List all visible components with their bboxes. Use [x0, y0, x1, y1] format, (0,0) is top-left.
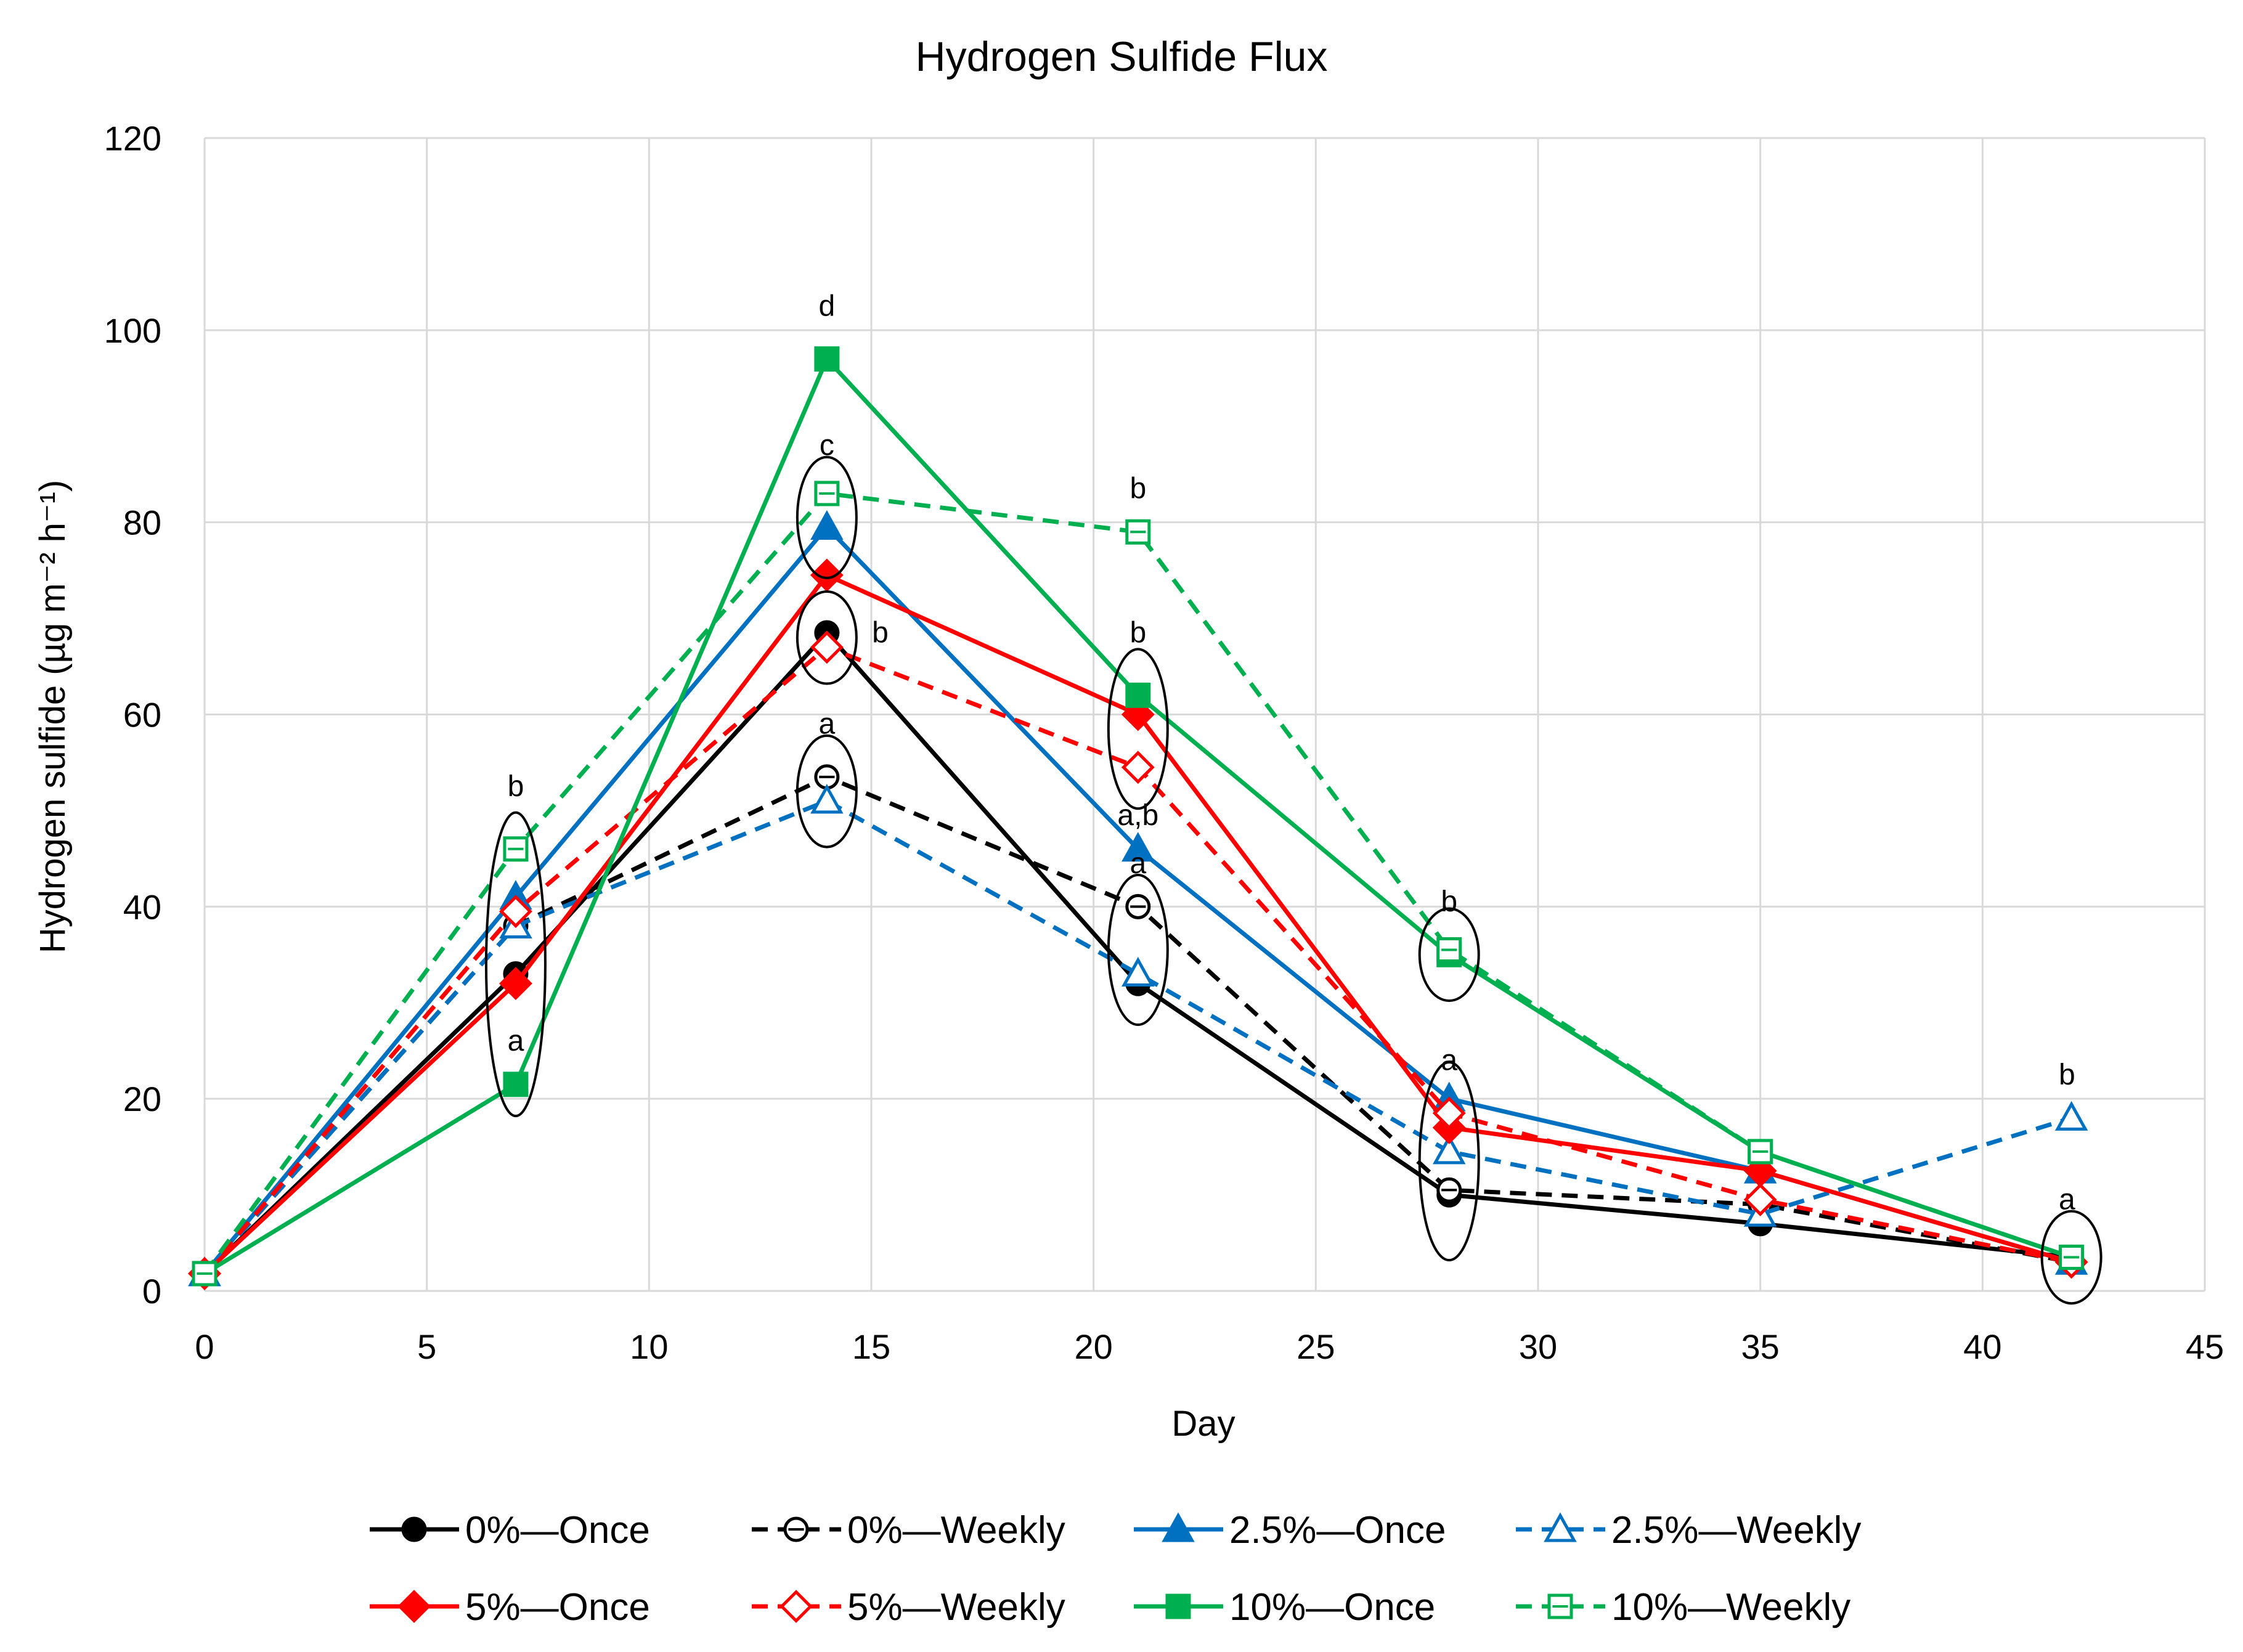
- data-point: [810, 630, 844, 664]
- x-tick-label: 5: [417, 1327, 436, 1366]
- group-ellipse: [484, 811, 547, 1118]
- legend-item: 0%—Weekly: [752, 1509, 1065, 1552]
- group-ellipse: [796, 455, 858, 580]
- y-tick-label: 120: [104, 119, 161, 158]
- significance-annotations: b a d c b a b b a,b a b a b a: [508, 290, 2075, 1216]
- data-point: [1122, 832, 1155, 862]
- significance-letter: a,b: [1117, 799, 1158, 832]
- grid: [203, 137, 2206, 1292]
- x-axis-ticks: 0 5 10 15 20 25 30 35 40 45: [195, 1327, 2224, 1366]
- legend-item: 0%—Once: [370, 1509, 650, 1552]
- legend-label: 5%—Weekly: [847, 1586, 1065, 1629]
- group-ellipse: [1418, 907, 1480, 1003]
- data-point: [810, 558, 844, 592]
- data-point: [1122, 956, 1155, 987]
- significance-letter: b: [508, 770, 524, 803]
- significance-letter: d: [819, 290, 836, 322]
- data-point: [1125, 682, 1151, 708]
- data-point: [499, 895, 532, 929]
- significance-letter: b: [1441, 885, 1457, 918]
- legend-label: 0%—Once: [465, 1509, 650, 1552]
- data-point: [814, 346, 840, 372]
- y-axis-ticks: 0 20 40 60 80 100 120: [104, 119, 161, 1311]
- significance-letter: b: [1130, 617, 1146, 649]
- x-tick-label: 25: [1297, 1327, 1335, 1366]
- group-ellipse: [796, 734, 858, 848]
- legend-label: 10%—Once: [1229, 1586, 1435, 1629]
- data-point: [499, 967, 532, 1001]
- legend-label: 10%—Weekly: [1611, 1586, 1850, 1629]
- group-ellipse: [796, 590, 858, 685]
- x-tick-label: 20: [1075, 1327, 1113, 1366]
- legend-label: 0%—Weekly: [847, 1509, 1065, 1552]
- data-point: [1432, 1134, 1466, 1165]
- legend-item: 2.5%—Once: [1134, 1509, 1446, 1552]
- y-tick-label: 20: [123, 1080, 161, 1118]
- x-tick-label: 40: [1963, 1327, 2001, 1366]
- data-point: [503, 1072, 529, 1097]
- data-point: [1432, 1096, 1466, 1130]
- significance-letter: a: [508, 1025, 524, 1057]
- significance-letter: b: [2059, 1059, 2075, 1091]
- legend-item: 10%—Once: [1134, 1586, 1435, 1629]
- significance-letter: c: [820, 429, 834, 462]
- group-ellipse: [1107, 873, 1169, 1027]
- legend-label: 2.5%—Weekly: [1611, 1509, 1861, 1552]
- x-tick-label: 10: [630, 1327, 668, 1366]
- y-tick-label: 40: [123, 887, 161, 926]
- legend-marker: [1162, 1512, 1195, 1542]
- legend-label: 5%—Once: [465, 1586, 650, 1629]
- significance-letter: a: [1130, 847, 1146, 880]
- x-axis-title: Day: [1171, 1404, 1235, 1444]
- y-tick-label: 60: [123, 696, 161, 734]
- x-tick-label: 45: [2186, 1327, 2224, 1366]
- legend-marker: [1544, 1512, 1577, 1542]
- legend-marker: [397, 1590, 431, 1623]
- significance-letter: b: [1130, 473, 1146, 505]
- significance-letter: a: [819, 708, 836, 741]
- x-tick-label: 15: [852, 1327, 890, 1366]
- data-point: [810, 784, 844, 814]
- significance-letter: a: [2059, 1183, 2075, 1216]
- data-point: [2054, 1101, 2088, 1131]
- x-tick-label: 35: [1741, 1327, 1780, 1366]
- y-tick-label: 100: [104, 311, 161, 350]
- legend-item: 10%—Weekly: [1516, 1586, 1850, 1629]
- chart-title: Hydrogen Sulfide Flux: [915, 33, 1327, 80]
- legend-label: 2.5%—Once: [1229, 1509, 1446, 1552]
- data-point: [1743, 1182, 1777, 1216]
- group-ellipse: [2040, 1210, 2103, 1305]
- group-ellipse: [1107, 648, 1169, 810]
- significance-letter: b: [872, 617, 889, 649]
- x-tick-label: 0: [195, 1327, 214, 1366]
- y-tick-label: 0: [142, 1272, 161, 1311]
- data-point: [1121, 751, 1155, 784]
- legend: 0%—Once 0%—Weekly 2.5%—Once 2.5%—Weekly 5%—O…: [370, 1509, 1861, 1629]
- legend-marker: [780, 1590, 813, 1623]
- series-layer: [188, 346, 2088, 1290]
- legend-item: 2.5%—Weekly: [1516, 1509, 1861, 1552]
- legend-marker: [1165, 1593, 1191, 1619]
- legend-item: 5%—Once: [370, 1586, 650, 1629]
- group-ellipse: [1418, 1060, 1480, 1262]
- y-axis-title: Hydrogen sulfide (µg m⁻² h⁻¹): [33, 480, 73, 953]
- data-point: [810, 510, 844, 540]
- y-tick-label: 80: [123, 503, 161, 542]
- significance-group-ellipses: [484, 455, 2103, 1305]
- legend-marker: [401, 1516, 427, 1542]
- series-7: [192, 481, 2085, 1287]
- legend-item: 5%—Weekly: [752, 1586, 1065, 1629]
- x-tick-label: 30: [1519, 1327, 1557, 1366]
- significance-letter: a: [1441, 1044, 1457, 1076]
